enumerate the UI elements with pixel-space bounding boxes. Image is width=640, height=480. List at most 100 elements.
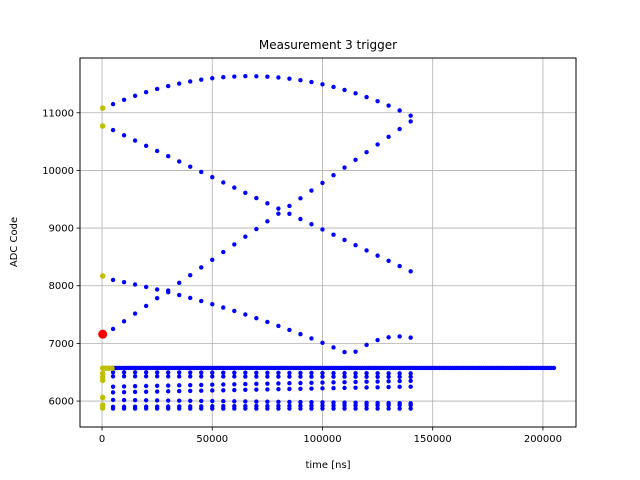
data-point bbox=[143, 398, 149, 403]
data-point bbox=[154, 370, 160, 375]
data-point bbox=[353, 385, 358, 390]
data-point bbox=[320, 82, 325, 87]
data-point bbox=[143, 303, 149, 309]
data-point bbox=[298, 331, 303, 337]
data-point bbox=[254, 315, 259, 321]
data-point bbox=[199, 298, 204, 304]
data-point bbox=[177, 370, 182, 375]
data-point bbox=[364, 342, 369, 348]
y-tick-label: 11000 bbox=[42, 108, 74, 119]
data-point bbox=[254, 370, 259, 375]
data-point bbox=[199, 382, 204, 388]
data-point bbox=[221, 370, 226, 375]
data-point bbox=[342, 165, 347, 170]
data-point bbox=[276, 381, 281, 386]
y-tick-label: 6000 bbox=[49, 397, 74, 408]
data-point bbox=[287, 203, 292, 209]
data-point bbox=[342, 385, 347, 391]
data-point bbox=[177, 159, 182, 164]
axis-ticks: 0 50000 100000 150000 200000 6000 7000 8000 9000… bbox=[42, 108, 562, 445]
data-point bbox=[331, 380, 336, 385]
data-point bbox=[199, 406, 204, 411]
data-point bbox=[232, 74, 237, 79]
data-point bbox=[298, 216, 303, 222]
plot-area bbox=[98, 74, 557, 411]
data-point bbox=[320, 370, 325, 376]
data-point bbox=[386, 371, 391, 376]
data-point bbox=[121, 374, 127, 379]
data-point bbox=[265, 74, 270, 79]
data-point bbox=[353, 349, 358, 354]
data-point bbox=[143, 406, 149, 411]
data-point bbox=[276, 75, 281, 80]
data-point bbox=[298, 196, 303, 201]
data-point bbox=[386, 403, 391, 408]
data-point bbox=[320, 406, 325, 411]
data-point bbox=[397, 378, 402, 384]
data-point bbox=[265, 399, 270, 404]
data-point bbox=[353, 406, 358, 411]
data-point bbox=[165, 374, 171, 379]
data-point bbox=[265, 374, 270, 379]
data-point bbox=[243, 312, 248, 317]
data-point bbox=[353, 91, 358, 96]
data-point bbox=[408, 371, 413, 376]
data-point bbox=[232, 406, 237, 411]
data-point bbox=[199, 265, 204, 270]
data-point bbox=[188, 295, 193, 301]
data-point bbox=[375, 374, 380, 379]
data-point bbox=[309, 222, 314, 227]
data-point bbox=[353, 374, 358, 379]
data-point bbox=[375, 403, 380, 408]
data-point bbox=[210, 406, 215, 411]
data-point bbox=[188, 374, 193, 379]
data-point bbox=[121, 279, 127, 285]
data-point bbox=[287, 327, 292, 333]
data-point bbox=[408, 406, 413, 411]
data-point bbox=[109, 365, 115, 371]
data-point bbox=[408, 113, 413, 118]
data-point bbox=[353, 370, 358, 376]
data-point bbox=[199, 169, 204, 175]
data-point bbox=[408, 384, 413, 389]
data-point bbox=[386, 384, 391, 390]
data-point bbox=[309, 380, 314, 385]
data-point bbox=[132, 389, 138, 395]
data-point bbox=[364, 374, 369, 379]
data-point bbox=[386, 379, 391, 384]
data-point bbox=[298, 406, 303, 411]
data-point bbox=[408, 378, 413, 384]
data-point bbox=[287, 211, 292, 216]
data-point bbox=[254, 381, 259, 387]
data-point bbox=[243, 406, 248, 411]
data-point bbox=[364, 371, 369, 376]
data-point bbox=[143, 143, 149, 148]
data-point bbox=[188, 382, 193, 388]
data-point bbox=[375, 371, 380, 376]
data-point bbox=[110, 384, 116, 389]
data-point bbox=[386, 374, 391, 379]
data-point bbox=[254, 387, 259, 392]
data-point bbox=[99, 405, 106, 411]
data-point bbox=[232, 242, 237, 247]
data-point bbox=[132, 93, 138, 99]
data-point bbox=[287, 370, 292, 376]
data-point bbox=[331, 370, 336, 376]
data-point bbox=[309, 336, 314, 341]
data-point bbox=[99, 123, 106, 129]
x-tick-label: 0 bbox=[99, 434, 105, 445]
data-point bbox=[254, 195, 259, 201]
data-point bbox=[397, 384, 402, 390]
data-point bbox=[221, 374, 226, 379]
data-point bbox=[154, 389, 160, 394]
data-point bbox=[254, 74, 259, 79]
data-point bbox=[210, 388, 215, 393]
data-point bbox=[132, 374, 138, 379]
data-point bbox=[110, 390, 116, 395]
data-point bbox=[99, 377, 106, 384]
data-point bbox=[342, 370, 347, 376]
data-point bbox=[331, 385, 336, 391]
data-point bbox=[331, 345, 336, 350]
